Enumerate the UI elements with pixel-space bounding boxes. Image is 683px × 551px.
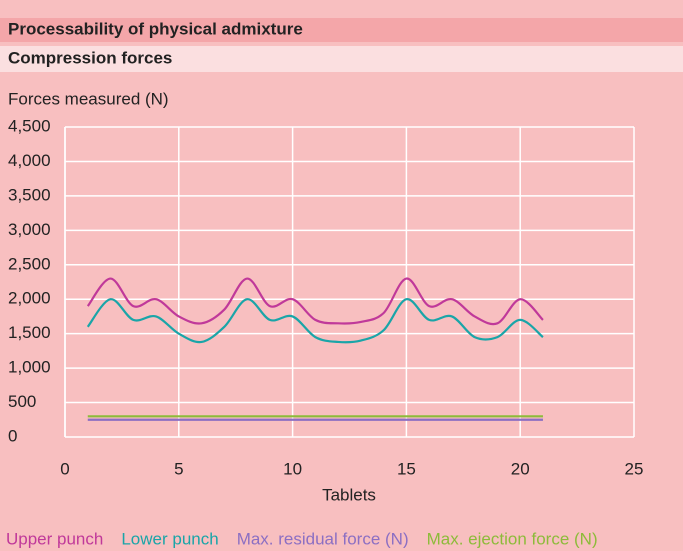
chart-title: Processability of physical admixture <box>8 19 303 38</box>
legend-entry: Lower punch <box>121 529 218 548</box>
x-tick-label: 25 <box>625 459 644 478</box>
y-tick-label: 1,500 <box>8 323 51 342</box>
series-line <box>86 277 544 326</box>
legend-entry: Max. ejection force (N) <box>427 529 598 548</box>
x-tick-label: 0 <box>60 459 69 478</box>
series-line <box>86 298 544 344</box>
title-bar <box>0 18 683 42</box>
y-tick-label: 4,500 <box>8 116 51 135</box>
chart-subtitle: Compression forces <box>8 48 172 67</box>
x-tick-label: 20 <box>511 459 530 478</box>
y-tick-label: 2,500 <box>8 254 51 273</box>
y-tick-label: 3,500 <box>8 185 51 204</box>
legend-entry: Upper punch <box>6 529 103 548</box>
x-tick-label: 15 <box>397 459 416 478</box>
y-tick-label: 3,000 <box>8 220 51 239</box>
legend-entry: Max. residual force (N) <box>237 529 409 548</box>
y-axis-title: Forces measured (N) <box>8 89 169 108</box>
y-tick-label: 500 <box>8 392 36 411</box>
y-tick-label: 4,000 <box>8 151 51 170</box>
y-tick-label: 2,000 <box>8 289 51 308</box>
x-tick-label: 10 <box>283 459 302 478</box>
subtitle-bar <box>0 46 683 72</box>
y-tick-label: 1,000 <box>8 358 51 377</box>
x-axis-title: Tablets <box>322 485 376 504</box>
y-tick-label: 0 <box>8 426 17 445</box>
x-tick-label: 5 <box>174 459 183 478</box>
